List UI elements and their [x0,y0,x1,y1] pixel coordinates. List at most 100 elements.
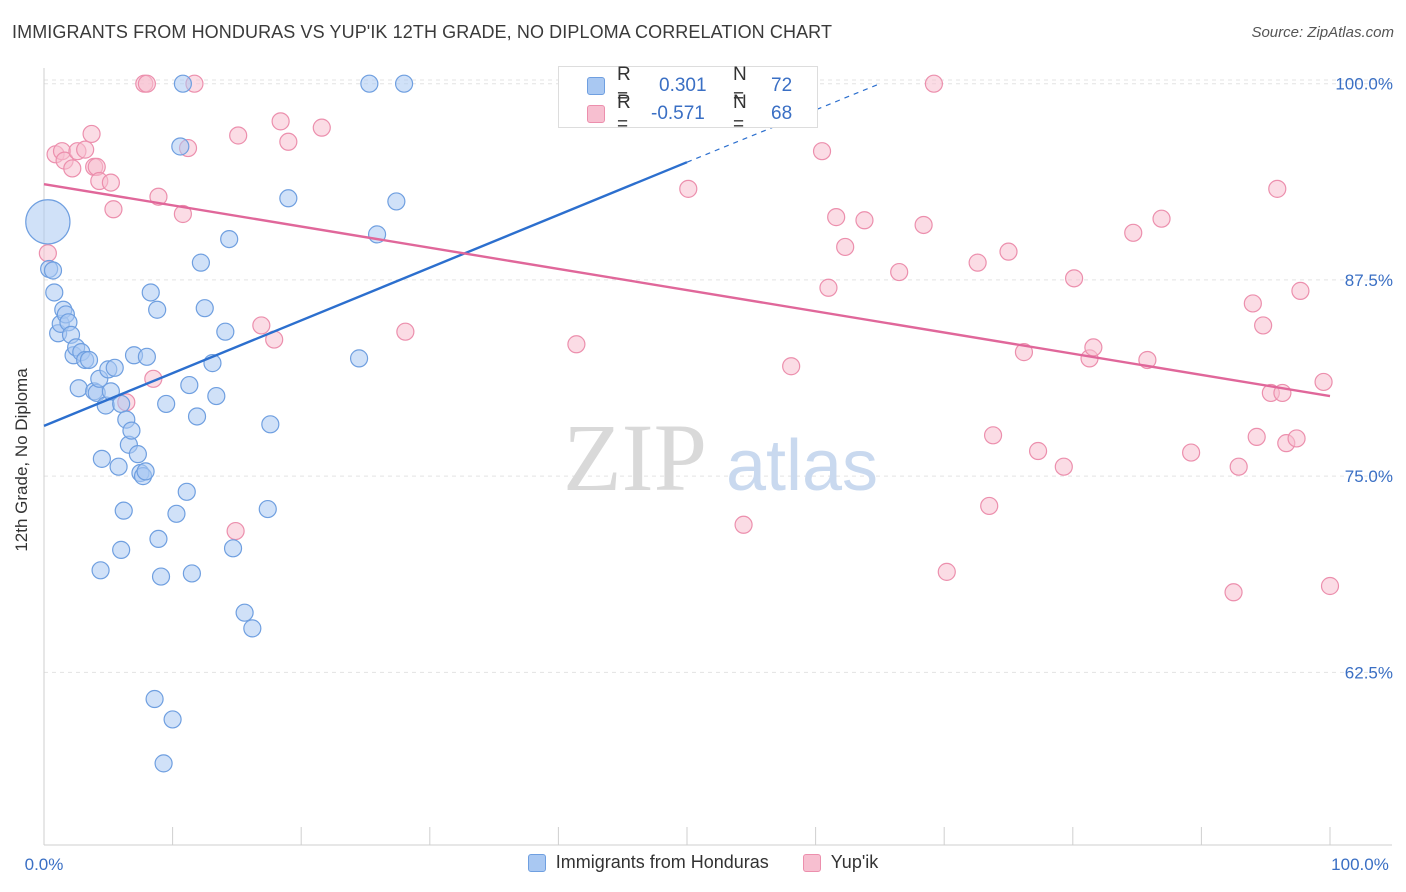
stats-r-label: R = [617,92,631,135]
tick-labels: 62.5% 75.0% 87.5% 100.0% 0.0% 100.0% [25,75,1393,874]
data-point [679,179,698,198]
data-point [360,74,379,93]
data-point [187,407,207,426]
data-point [182,564,201,583]
data-point [141,283,160,302]
y-tick-label: 75.0% [1345,467,1393,486]
legend-label-honduras: Immigrants from Honduras [555,852,769,872]
stats-r-value: 0.301 [659,75,707,96]
data-point [1287,429,1306,448]
data-point [109,457,128,476]
data-point [812,142,832,161]
data-point [855,211,874,230]
data-point [229,126,248,145]
points-yupik [38,74,1340,602]
data-point [1243,294,1262,313]
data-point [79,350,99,370]
data-point [1124,223,1143,242]
data-point [261,415,280,434]
stats-n-value: 68 [771,103,793,124]
data-point [387,192,406,211]
data-point [149,187,168,206]
data-point [1182,443,1201,462]
data-point [1054,457,1073,476]
data-point [1084,338,1103,357]
data-point [191,253,210,272]
data-point [396,322,415,341]
data-point [279,189,298,208]
data-point [91,561,110,580]
data-point [1291,281,1310,300]
stats-legend: R = 0.301 N = 72 R = -0.571 N = 68 [558,64,818,135]
stats-n-label: N = [733,92,747,135]
data-point [154,754,173,773]
data-point [968,253,987,272]
data-point [226,521,245,541]
data-point [1320,576,1340,596]
data-point [394,74,414,93]
data-point [914,215,933,235]
data-point [173,74,192,93]
data-point [999,242,1018,261]
data-point [782,357,801,376]
data-point [1028,441,1048,461]
trend-line [43,182,1331,398]
legend-item-honduras[interactable]: Immigrants from Honduras [527,852,769,873]
data-point [223,539,243,558]
data-point [149,529,168,549]
data-point [827,208,846,227]
legend-label-yupik: Yup'ik [830,852,879,872]
data-point [63,159,82,178]
data-point [1224,583,1243,602]
data-point [105,358,124,377]
data-point [167,504,186,523]
data-point [76,140,95,159]
data-point [1314,372,1333,392]
data-point [216,322,235,341]
data-point [173,204,192,224]
axes [43,68,1392,846]
legend-item-yupik[interactable]: Yup'ik [802,852,879,873]
data-point [92,449,111,468]
stats-swatch-honduras [587,77,605,95]
stats-n-value: 72 [771,75,793,96]
stats-n-label: N = [733,64,747,107]
data-point [171,137,190,156]
data-point [252,316,271,335]
data-point [137,347,156,366]
data-point [104,200,123,219]
data-point [136,462,155,481]
data-point [145,689,164,709]
data-point [980,496,999,516]
data-point [25,199,71,245]
data-point [258,499,277,519]
points-honduras [25,74,594,773]
chart-title: IMMIGRANTS FROM HONDURAS VS YUP'IK 12TH … [12,22,833,42]
data-point [69,379,88,398]
data-point [163,710,182,729]
data-point [137,74,156,93]
data-point [177,482,196,501]
data-point [271,112,290,131]
y-tick-label: 100.0% [1335,75,1393,94]
stats-r-label: R = [617,64,631,107]
data-point [101,173,120,192]
data-point [349,349,369,368]
watermark-zip: ZIP [563,404,707,511]
data-point [734,515,753,534]
data-point [1064,269,1084,288]
data-point [312,118,331,137]
data-point [243,619,262,638]
data-point [148,300,167,319]
trend-line [43,161,688,428]
data-point [207,386,226,406]
data-point [567,335,586,354]
data-point [1229,457,1248,476]
grid [44,79,1392,673]
data-point [1247,427,1266,446]
data-point [983,426,1003,445]
data-point [235,603,254,622]
data-point [122,421,141,440]
data-point [82,124,101,144]
